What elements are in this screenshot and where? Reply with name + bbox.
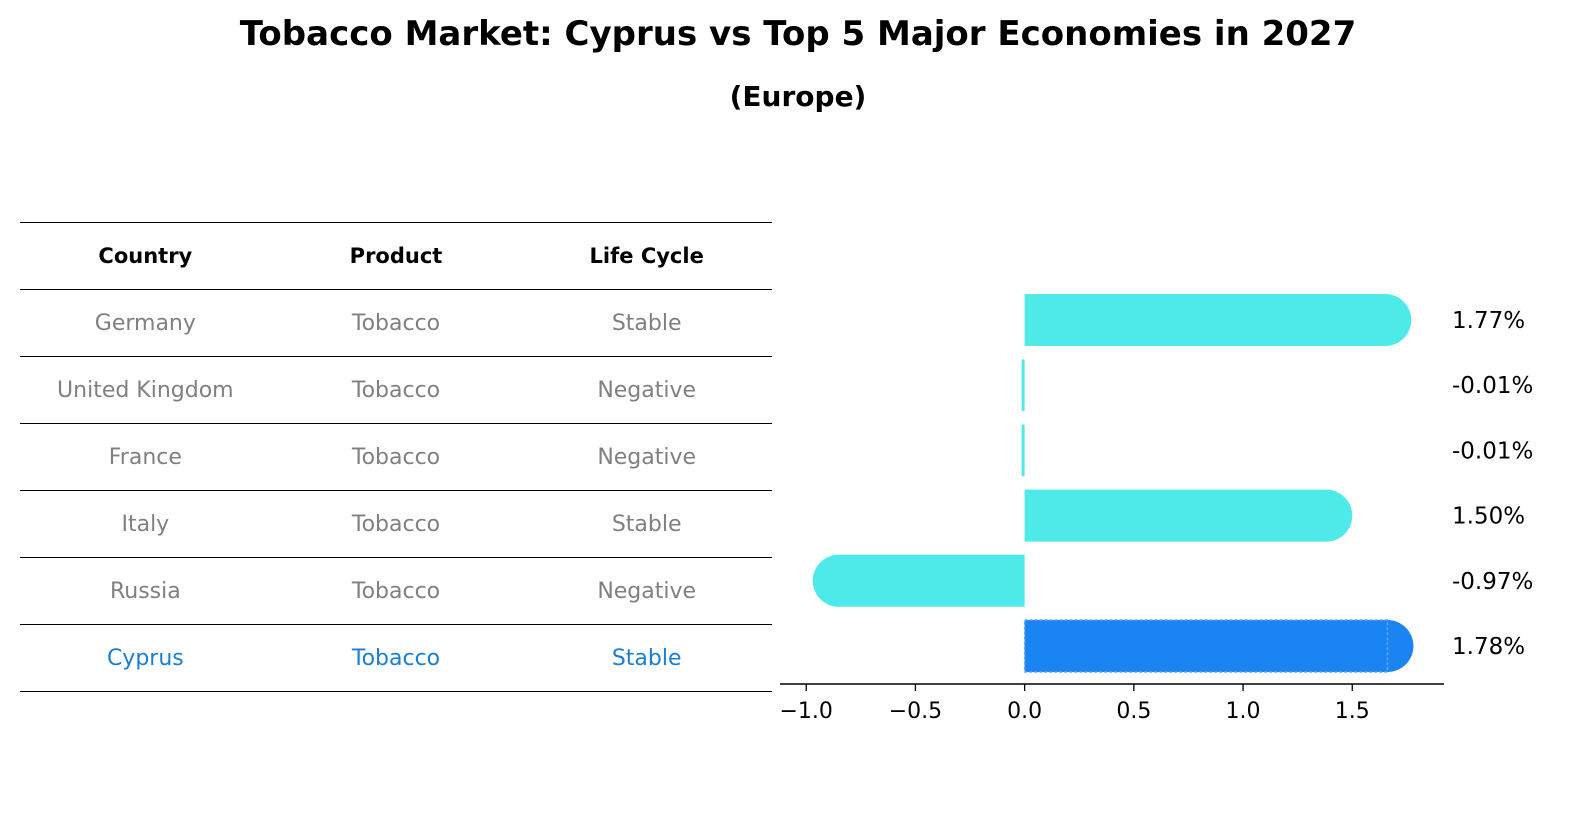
cell-product: Tobacco [351,377,441,403]
x-tick-label: 1.5 [1335,699,1370,724]
cell-country: Cyprus [106,645,184,671]
table-header-row: Country Product Life Cycle [20,223,772,290]
cell-product: Tobacco [351,578,441,604]
bar-italy [1024,489,1353,542]
header-product: Product [349,244,443,268]
bar-france [1021,424,1025,477]
cell-life-cycle: Negative [597,377,697,403]
bar-value-label: 1.50% [1452,504,1525,530]
cell-product: Tobacco [351,444,441,470]
x-tick-label: −1.0 [780,699,833,724]
x-tick-label: 1.0 [1226,699,1261,724]
chart-subtitle: (Europe) [729,80,867,113]
x-tick-label: 0.0 [1007,699,1042,724]
cell-life-cycle: Stable [611,645,682,671]
cell-product: Tobacco [351,310,441,336]
cell-product: Tobacco [351,511,441,537]
cell-life-cycle: Stable [611,511,682,537]
table-row: Italy Tobacco Stable [20,491,772,558]
x-tick-label: −0.5 [889,699,942,724]
header-life-cycle: Life Cycle [589,244,704,268]
x-tick-label: 0.5 [1116,699,1151,724]
bar-value-label: 1.78% [1452,634,1525,660]
bar-value-label: -0.97% [1452,569,1533,595]
cell-country: Russia [109,578,181,604]
cell-life-cycle: Negative [597,444,697,470]
bar-chart: 1.77% -0.01% -0.01% 1.50% -0.97% 1.78% −1.0 −0.… [780,294,1533,724]
cell-country: Italy [121,511,170,537]
header-country: Country [98,244,193,268]
table-row: Russia Tobacco Negative [20,558,772,625]
chart-title: Tobacco Market: Cyprus vs Top 5 Major Ec… [239,14,1357,54]
cell-product: Tobacco [351,645,441,671]
cell-country: Germany [94,310,196,336]
bar-germany [1024,294,1412,346]
bar-value-label: -0.01% [1452,373,1533,399]
bar-united-kingdom [1021,359,1025,412]
bar-highlight-outline [1023,619,1389,673]
bar-russia [812,554,1025,607]
cell-country: France [108,444,182,470]
comparison-table: Country Product Life Cycle Germany Tobac… [20,222,772,692]
table-row: Germany Tobacco Stable [20,290,772,357]
bar-value-label: 1.77% [1452,308,1525,334]
table-row-highlight: Cyprus Tobacco Stable [20,625,772,692]
table-row: United Kingdom Tobacco Negative [20,357,772,424]
bar-value-label: -0.01% [1452,438,1533,464]
table-row: France Tobacco Negative [20,424,772,491]
cell-country: United Kingdom [57,377,234,403]
cell-life-cycle: Stable [611,310,682,336]
cell-life-cycle: Negative [597,578,697,604]
bar-cyprus [1024,620,1414,672]
